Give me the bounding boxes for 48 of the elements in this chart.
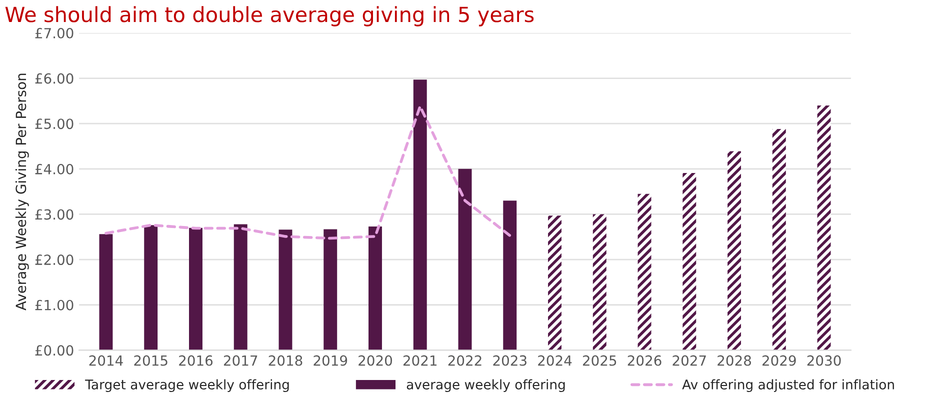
- x-tick-label: 2019: [314, 355, 348, 366]
- legend-label: Target average weekly offering: [85, 379, 289, 392]
- x-tick-label: 2026: [628, 355, 662, 366]
- chart-title: We should aim to double average giving in 5 years: [5, 6, 534, 26]
- bar: [592, 214, 606, 350]
- legend-label: Av offering adjusted for inflation: [682, 379, 894, 392]
- bar: [728, 151, 741, 350]
- x-tick-label: 2016: [179, 355, 213, 366]
- x-tick-label: 2020: [358, 355, 392, 366]
- bar: [413, 80, 427, 350]
- x-tick-label: 2029: [762, 355, 796, 366]
- bar: [503, 200, 517, 350]
- bar: [189, 228, 202, 350]
- x-tick-label: 2015: [134, 355, 168, 366]
- bar: [278, 230, 292, 350]
- bar: [772, 129, 786, 350]
- x-tick-label: 2025: [582, 355, 616, 366]
- y-tick-label: £2.00: [35, 254, 74, 266]
- bar: [144, 225, 158, 350]
- bar: [682, 173, 696, 350]
- x-tick-label: 2023: [493, 355, 526, 366]
- x-tick-label: 2017: [224, 355, 258, 366]
- y-tick-label: £3.00: [35, 209, 74, 220]
- y-axis-title: Average Weekly Giving Per Person: [15, 74, 29, 310]
- legend-label: average weekly offering: [406, 379, 565, 392]
- y-tick-label: £6.00: [35, 73, 74, 84]
- x-tick-label: 2022: [448, 355, 482, 366]
- y-tick-label: £5.00: [35, 118, 74, 130]
- bar: [548, 216, 562, 350]
- x-tick-label: 2024: [538, 355, 572, 366]
- bar: [638, 194, 652, 350]
- bar: [324, 229, 338, 350]
- x-tick-label: 2028: [718, 355, 751, 366]
- bar: [368, 226, 382, 350]
- y-tick-label: £0.00: [35, 345, 74, 356]
- x-tick-label: 2018: [268, 355, 302, 366]
- bar: [817, 105, 831, 350]
- bar: [234, 224, 248, 350]
- x-tick-label: 2027: [672, 355, 706, 366]
- x-tick-label: 2014: [89, 355, 123, 366]
- x-tick-label: 2030: [807, 355, 841, 366]
- line-series: [104, 104, 512, 240]
- x-tick-label: 2021: [403, 355, 437, 366]
- y-tick-label: £4.00: [35, 164, 74, 174]
- bar: [99, 234, 113, 350]
- y-tick-label: £1.00: [35, 300, 74, 310]
- bar: [458, 168, 472, 350]
- y-tick-label: £7.00: [35, 28, 74, 38]
